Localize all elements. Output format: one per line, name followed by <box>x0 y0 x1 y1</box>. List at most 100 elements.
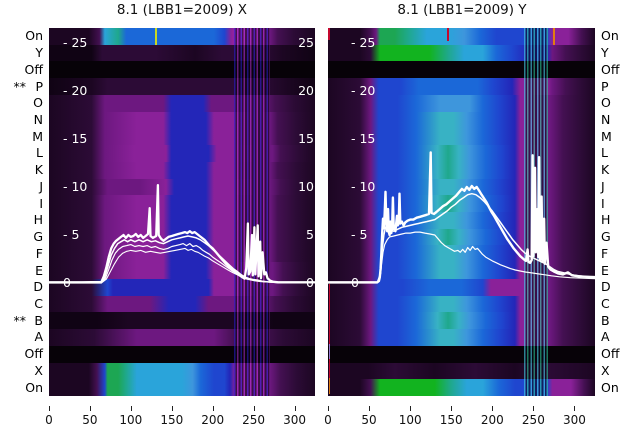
x-tick-mark <box>294 406 296 411</box>
x-tick-label: 150 <box>160 413 184 427</box>
y-tick-label: - 10 <box>351 179 376 194</box>
y-tick-label: - 25 <box>351 35 376 50</box>
x-tick-label: 200 <box>480 413 504 427</box>
row-star-marker: ** <box>13 312 27 328</box>
x-tick-label: 0 <box>45 413 53 427</box>
marker-line <box>154 28 157 45</box>
trace-main <box>49 183 315 284</box>
row-label: L <box>601 145 608 161</box>
marker-line <box>328 344 331 360</box>
left-panel-title: 8.1 (LBB1=2009) X <box>116 2 248 18</box>
row-label: I <box>601 195 605 211</box>
trace-3 <box>328 231 595 284</box>
marker-line <box>328 28 330 40</box>
y-tick-label: - 15 <box>351 131 376 146</box>
row-label: H <box>33 212 43 228</box>
x-tick-mark <box>328 406 329 411</box>
row-star-marker: ** <box>13 78 27 94</box>
row-label: F <box>601 245 609 261</box>
row-label: On <box>25 379 43 395</box>
y-tick-label: 0 <box>63 275 71 290</box>
trace-2 <box>49 235 315 284</box>
row-label: G <box>601 229 611 245</box>
row-label: K <box>601 162 610 178</box>
marker-line <box>447 28 450 41</box>
y-tick-label-edge: 25 <box>298 35 314 50</box>
x-tick-mark <box>369 406 371 411</box>
marker-line <box>328 377 331 395</box>
row-label: B <box>601 312 610 328</box>
row-label: D <box>33 279 43 295</box>
x-tick-label: 200 <box>201 413 225 427</box>
row-label: C <box>34 296 43 311</box>
row-label: On <box>601 28 619 44</box>
left-row-labels: On Y Off P ** O N M L K J I H G F E D C B ** A Off X On <box>0 28 44 396</box>
x-tick-mark <box>253 406 255 411</box>
row-label: J <box>39 178 43 194</box>
row-label: H <box>601 212 611 228</box>
x-tick-label: 0 <box>324 413 332 427</box>
y-tick-label-edge: 0 <box>306 275 314 290</box>
y-tick-label: - 15 <box>63 131 88 146</box>
marker-line <box>328 283 331 378</box>
x-tick-label: 50 <box>82 413 98 427</box>
row-label: N <box>601 112 611 127</box>
row-label: Y <box>35 45 43 61</box>
row-label: M <box>32 128 43 144</box>
x-tick-mark <box>212 406 214 411</box>
left-heatmap-panel: - 25 - 20 - 15 - 10 - 5 0 25 20 15 10 5 0 <box>49 28 315 396</box>
row-label: M <box>601 128 612 144</box>
row-label: D <box>601 279 611 295</box>
x-tick-label: 300 <box>563 413 586 427</box>
trace-curves <box>49 183 315 284</box>
row-label: N <box>33 112 43 127</box>
x-tick-label: 150 <box>439 413 463 427</box>
y-tick-label: 0 <box>351 275 359 290</box>
row-label: O <box>33 95 43 111</box>
stripe-band <box>233 28 270 396</box>
y-tick-label: - 20 <box>351 83 376 98</box>
right-row-labels: On Y Off P O N M L K J I H G F E D C B A Off X On <box>601 28 640 396</box>
trace-2 <box>328 192 595 284</box>
x-tick-label: 50 <box>361 413 377 427</box>
marker-line <box>553 28 556 45</box>
x-tick-label: 100 <box>119 413 143 427</box>
row-label: E <box>601 262 609 278</box>
row-label: Off <box>601 61 620 77</box>
x-tick-mark <box>492 406 494 411</box>
trace-main <box>328 151 595 284</box>
row-label: K <box>34 162 43 178</box>
row-label: Off <box>24 61 43 77</box>
x-tick-label: 300 <box>283 413 306 427</box>
row-label: Off <box>601 346 620 362</box>
row-label: Y <box>601 45 609 61</box>
x-tick-mark <box>171 406 173 411</box>
row-label: P <box>35 78 43 94</box>
y-tick-label-edge: 10 <box>298 179 314 194</box>
x-tick-label: 250 <box>521 413 545 427</box>
y-tick-label-edge: 5 <box>306 227 314 242</box>
row-label: P <box>601 78 609 94</box>
row-label: X <box>34 362 43 378</box>
y-tick-label: - 5 <box>63 227 80 242</box>
row-label: A <box>601 329 610 345</box>
y-tick-label: - 20 <box>63 83 88 98</box>
row-label: L <box>36 145 43 161</box>
x-tick-mark <box>89 406 91 411</box>
row-label: B <box>34 312 43 328</box>
trace-4 <box>49 247 315 284</box>
x-tick-mark <box>533 406 535 411</box>
row-label: G <box>33 229 43 245</box>
trace-curves <box>328 151 595 284</box>
y-tick-label: - 5 <box>351 227 368 242</box>
y-tick-label-edge: 15 <box>298 131 314 146</box>
row-label: X <box>601 362 610 378</box>
row-label: F <box>35 245 43 261</box>
row-label: O <box>601 95 611 111</box>
y-tick-label-edge: 20 <box>298 83 314 98</box>
row-label: On <box>25 28 43 44</box>
x-tick-mark <box>410 406 412 411</box>
x-tick-mark <box>574 406 576 411</box>
x-tick-mark <box>130 406 132 411</box>
row-label: E <box>35 262 43 278</box>
